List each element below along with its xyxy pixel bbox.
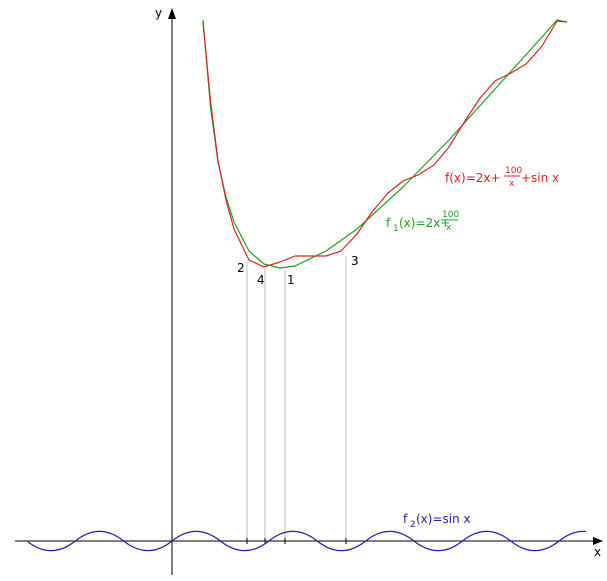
- x-arrow: [593, 537, 603, 545]
- f-label-suffix: +sin x: [521, 171, 559, 185]
- sine-curve: [28, 530, 586, 552]
- point-label: 2: [237, 261, 245, 275]
- f-curve: [202, 20, 568, 268]
- f2-label: f 2 (x)=sin x: [403, 512, 471, 530]
- f1-label-denominator: x: [446, 223, 452, 233]
- f2-label-subscript: 2: [410, 520, 416, 530]
- f1-label-subscript: 1: [393, 224, 399, 234]
- f1-label: f 1 (x)=2x+ 100 x: [386, 210, 459, 234]
- y-axis-label: y: [155, 6, 162, 20]
- x-axis-label: x: [594, 545, 601, 559]
- f-label-numerator: 100: [505, 166, 522, 176]
- point-label: 3: [351, 254, 359, 268]
- f1-label-rest: (x)=2x+: [399, 216, 450, 230]
- axis-ticks: [246, 538, 347, 544]
- point-label: 1: [287, 273, 295, 287]
- f-label-name: f(x)=2x+: [445, 171, 501, 185]
- y-arrow: [168, 8, 176, 19]
- f1-label-numerator: 100: [442, 210, 459, 220]
- f2-label-name: f: [403, 512, 408, 526]
- f1-label-name: f: [386, 216, 391, 230]
- f1-curve: [202, 19, 568, 269]
- f2-label-rest: (x)=sin x: [416, 512, 471, 526]
- f-label-denominator: x: [509, 179, 515, 189]
- point-label: 4: [257, 273, 265, 287]
- f-label: f(x)=2x+ 100 x +sin x: [445, 166, 559, 189]
- guide-lines: [246, 256, 347, 541]
